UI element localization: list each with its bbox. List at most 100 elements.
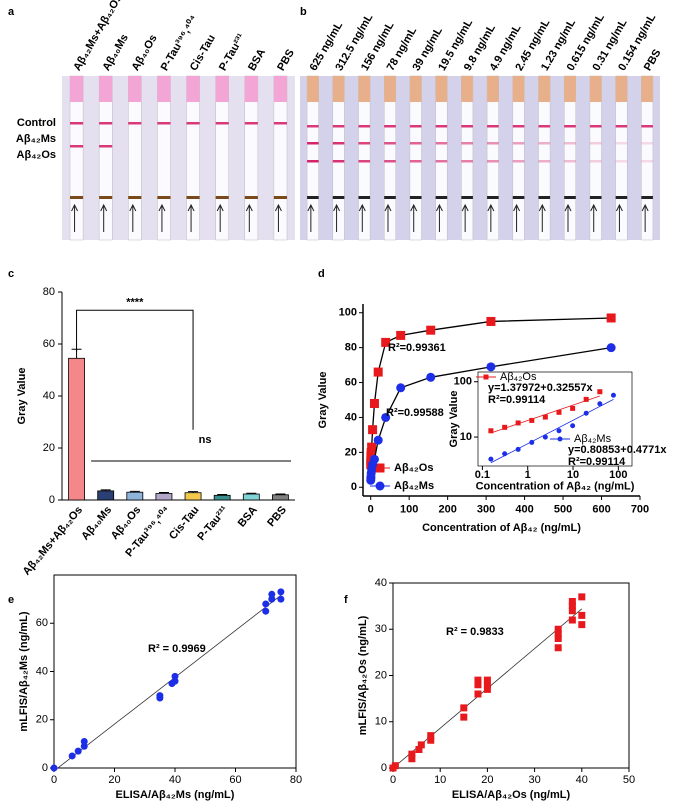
arrow bbox=[641, 203, 649, 232]
test-band bbox=[307, 160, 319, 163]
test-band bbox=[615, 125, 628, 128]
x-tick-label: 1 bbox=[525, 469, 531, 481]
point bbox=[373, 367, 383, 377]
sample-pad bbox=[273, 76, 287, 102]
test-band bbox=[435, 125, 448, 128]
point bbox=[460, 713, 468, 721]
sample-pad bbox=[332, 76, 345, 102]
error-bar bbox=[275, 493, 286, 495]
x-tick-label: 0.1 bbox=[475, 469, 490, 481]
error-bar bbox=[100, 489, 111, 491]
test-band bbox=[589, 125, 602, 128]
significance-bracket bbox=[76, 309, 194, 430]
arrow bbox=[513, 203, 521, 232]
point bbox=[483, 685, 491, 693]
point bbox=[474, 681, 482, 689]
arrow bbox=[590, 203, 598, 232]
panel-letter: a bbox=[8, 6, 15, 18]
x-tick-label: 0 bbox=[390, 774, 396, 786]
y-tick-label: 100 bbox=[454, 376, 472, 388]
sample-pad bbox=[461, 76, 473, 102]
x-tick-label: Aβ₄₀Ms bbox=[79, 504, 114, 542]
test-band bbox=[332, 142, 345, 145]
sample-pad bbox=[615, 76, 628, 102]
test-band bbox=[99, 145, 113, 148]
point bbox=[415, 746, 423, 753]
sample-pad bbox=[384, 76, 396, 102]
x-tick-label: 300 bbox=[477, 504, 495, 516]
test-band bbox=[273, 122, 287, 125]
x-tick-label: 0 bbox=[368, 504, 374, 516]
point bbox=[50, 764, 58, 772]
annotation: y=0.80853+0.4771x bbox=[568, 444, 667, 456]
y-tick-label: 80 bbox=[345, 342, 357, 354]
strip-label: P-Tau²³¹ bbox=[217, 31, 248, 73]
y-axis-title: mLFIS/Aβ₄₂Ms (ng/mL) bbox=[18, 611, 30, 731]
point bbox=[502, 424, 508, 430]
arrow bbox=[410, 203, 418, 232]
sample-pad bbox=[99, 76, 113, 102]
x-tick-label: 400 bbox=[515, 504, 533, 516]
point bbox=[486, 316, 496, 326]
label-bar bbox=[70, 196, 84, 199]
arrow bbox=[461, 203, 469, 232]
y-tick-label: 100 bbox=[339, 307, 357, 319]
point bbox=[578, 593, 586, 601]
point bbox=[488, 428, 494, 434]
bar bbox=[126, 491, 144, 501]
label-bar bbox=[99, 196, 113, 199]
point bbox=[373, 435, 383, 445]
arrow bbox=[435, 203, 443, 232]
bar bbox=[213, 494, 231, 501]
test-band bbox=[564, 160, 576, 163]
test-band bbox=[487, 125, 499, 128]
arrow bbox=[129, 203, 137, 232]
test-band bbox=[358, 142, 371, 145]
annotation: R²=0.99114 bbox=[568, 456, 626, 468]
point bbox=[367, 442, 377, 452]
sample-pad bbox=[186, 76, 200, 102]
point bbox=[542, 414, 548, 420]
label-bar bbox=[358, 196, 371, 199]
point bbox=[502, 451, 508, 457]
test-band bbox=[538, 142, 551, 145]
test-band bbox=[244, 122, 258, 125]
y-tick-label: 40 bbox=[345, 411, 357, 423]
x-axis-title: Concentration of Aβ₄₂ (ng/mL) bbox=[422, 522, 581, 534]
point bbox=[80, 737, 88, 745]
test-band bbox=[157, 122, 171, 125]
error-bar bbox=[217, 494, 228, 496]
label-bar bbox=[307, 196, 319, 199]
test-band bbox=[358, 160, 371, 163]
bar bbox=[272, 494, 289, 501]
test-band bbox=[332, 125, 345, 128]
x-tick-label: 20 bbox=[481, 774, 493, 786]
point bbox=[554, 625, 562, 633]
x-tick-label: BSA bbox=[236, 504, 260, 530]
test-band bbox=[461, 125, 473, 128]
y-tick-label: 20 bbox=[375, 669, 387, 681]
label-bar bbox=[215, 196, 229, 199]
y-axis-title: Gray Value bbox=[317, 372, 329, 429]
photo-background bbox=[300, 76, 660, 240]
point bbox=[427, 736, 435, 744]
point bbox=[171, 677, 179, 685]
strip-label: PBS bbox=[275, 47, 297, 73]
point bbox=[597, 401, 603, 407]
plot-frame bbox=[477, 371, 633, 467]
x-tick-label: 10 bbox=[567, 469, 579, 481]
photo-background bbox=[62, 76, 295, 240]
label-bar bbox=[487, 196, 499, 199]
y-tick-label: 40 bbox=[43, 390, 55, 402]
y-axis-title: Gray Value bbox=[448, 391, 460, 448]
point bbox=[368, 425, 378, 435]
test-band bbox=[99, 122, 113, 125]
point bbox=[262, 607, 270, 615]
point bbox=[568, 616, 576, 624]
y-tick-label: 20 bbox=[36, 714, 48, 726]
x-axis-title: ELISA/Aβ₄₂Os (ng/mL) bbox=[452, 789, 571, 801]
x-tick-label: 100 bbox=[400, 504, 418, 516]
label-bar bbox=[615, 196, 628, 199]
sample-pad bbox=[641, 76, 653, 102]
